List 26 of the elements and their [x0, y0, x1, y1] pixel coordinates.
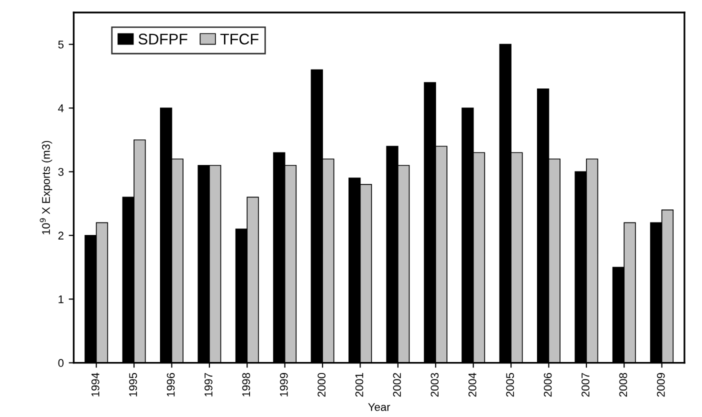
- x-axis-title: Year: [368, 403, 390, 411]
- y-tick-label: 0: [58, 359, 64, 367]
- y-tick-label: 4: [58, 104, 64, 112]
- y-tick-label: 2: [58, 232, 64, 240]
- y-tick-label: 3: [58, 168, 64, 176]
- x-tick-label: 2005: [506, 372, 514, 397]
- x-tick-label: 2007: [582, 373, 590, 397]
- y-axis-title: 10$^{9}$ X Exports (m3): [40, 140, 52, 234]
- legend-label: TFCF: [220, 34, 258, 44]
- x-tick-label: 1994: [91, 372, 100, 396]
- y-tick-label: 1: [58, 295, 64, 304]
- x-tick-label: 2004: [468, 372, 476, 397]
- x-tick-label: 2006: [544, 373, 552, 397]
- x-tick-label: 2009: [656, 373, 665, 397]
- x-tick-label: 1995: [129, 372, 138, 396]
- x-tick-label: 1996: [166, 373, 175, 396]
- x-tick-label: 2000: [318, 372, 326, 397]
- x-tick-label: 2003: [430, 373, 439, 397]
- x-tick-label: 2001: [355, 373, 364, 397]
- x-tick-label: 2002: [393, 373, 401, 397]
- legend-label: SDFPF: [138, 34, 188, 44]
- x-tick-label: 1999: [280, 373, 288, 396]
- y-tick-label: 5: [58, 40, 64, 48]
- x-tick-label: 1998: [242, 372, 250, 396]
- x-tick-label: 1997: [204, 373, 212, 396]
- x-tick-label: 2008: [619, 372, 628, 397]
